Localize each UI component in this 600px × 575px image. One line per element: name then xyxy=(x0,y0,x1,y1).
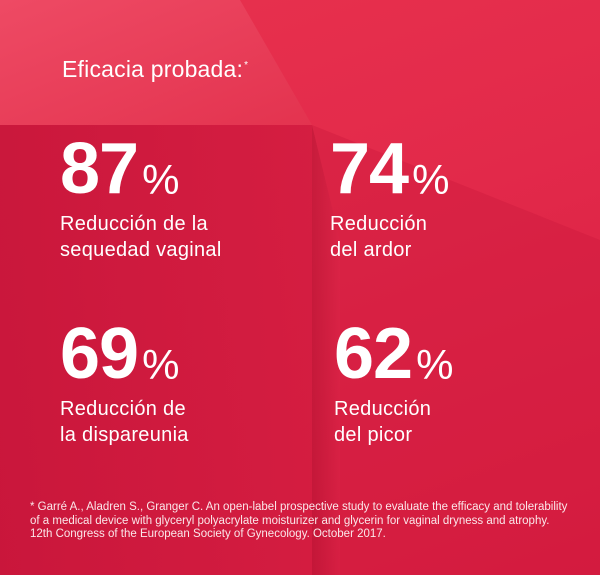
stat-unit: % xyxy=(412,156,450,203)
stat-itching: 62% Reducción del picor xyxy=(334,318,453,448)
stat-burning: 74% Reducción del ardor xyxy=(330,133,449,263)
stat-value: 87 xyxy=(60,129,139,209)
stat-dryness: 87% Reducción de la sequedad vaginal xyxy=(60,133,222,263)
stat-label-line2: del ardor xyxy=(330,239,412,261)
panel-heading: Eficacia probada:* xyxy=(62,56,248,83)
heading-footnote-mark: * xyxy=(244,60,249,72)
heading-text: Eficacia probada: xyxy=(62,56,244,82)
block-top-face xyxy=(0,0,312,125)
stat-dyspareunia: 69% Reducción de la dispareunia xyxy=(60,318,189,448)
stat-label-line1: Reducción xyxy=(334,398,432,420)
block-front-face xyxy=(0,125,312,575)
stat-label-line1: Reducción de la xyxy=(60,213,208,235)
stat-unit: % xyxy=(142,156,180,203)
stat-label-line2: la dispareunia xyxy=(60,424,189,446)
stat-label-line2: sequedad vaginal xyxy=(60,239,222,261)
stat-unit: % xyxy=(416,341,454,388)
stat-label-line2: del picor xyxy=(334,424,413,446)
footnote-reference: * Garré A., Aladren S., Granger C. An op… xyxy=(30,501,568,540)
stat-value: 74 xyxy=(330,129,409,209)
block-shadow-face xyxy=(312,125,340,575)
stat-value: 62 xyxy=(334,314,413,394)
stat-label-line1: Reducción xyxy=(330,213,428,235)
stat-value: 69 xyxy=(60,314,139,394)
right-shadow xyxy=(312,125,600,575)
stat-label-line1: Reducción de xyxy=(60,398,186,420)
stat-unit: % xyxy=(142,341,180,388)
